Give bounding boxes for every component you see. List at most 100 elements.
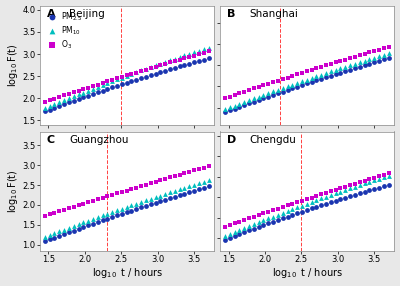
Point [124, 74, 130, 78]
Point [56, 100, 62, 105]
Point [270, 219, 276, 224]
Point [167, 60, 173, 65]
Point [100, 83, 106, 87]
Point [308, 80, 315, 84]
Point [323, 201, 329, 206]
Point [61, 232, 67, 236]
Point [342, 184, 348, 189]
Point [386, 56, 392, 60]
Point [222, 110, 228, 114]
Point [167, 190, 173, 195]
Point [256, 225, 262, 229]
Point [386, 45, 392, 49]
Point [176, 193, 183, 197]
Point [318, 192, 324, 197]
Point [356, 53, 363, 57]
Point [270, 89, 276, 94]
Point [318, 72, 324, 77]
Point [124, 73, 130, 78]
Point [133, 70, 140, 75]
Point [246, 88, 252, 92]
Point [356, 191, 363, 196]
Point [342, 57, 348, 62]
Point [157, 178, 164, 183]
Point [119, 190, 125, 194]
Point [46, 237, 53, 242]
Point [66, 92, 72, 96]
Point [42, 106, 48, 111]
Point [143, 204, 149, 208]
Point [133, 185, 140, 190]
Point [356, 183, 363, 187]
Text: A: A [47, 9, 55, 19]
Point [332, 60, 339, 65]
Point [251, 222, 257, 227]
Point [304, 77, 310, 82]
Point [299, 198, 305, 203]
Point [289, 82, 296, 87]
Point [119, 206, 125, 211]
Point [148, 65, 154, 69]
Point [205, 49, 212, 54]
Point [196, 187, 202, 191]
Point [172, 188, 178, 193]
Point [241, 90, 248, 94]
Text: D: D [227, 135, 236, 145]
Point [265, 210, 272, 214]
Point [366, 57, 372, 61]
Point [284, 75, 291, 80]
Point [80, 225, 86, 229]
Point [80, 95, 86, 100]
Point [376, 47, 382, 52]
Point [323, 63, 329, 68]
Point [275, 218, 281, 222]
Point [323, 71, 329, 75]
Point [381, 52, 387, 57]
X-axis label: $\log_{10}$ t / hours: $\log_{10}$ t / hours [272, 267, 343, 281]
Point [124, 188, 130, 193]
Point [381, 173, 387, 177]
Point [376, 59, 382, 63]
Point [299, 203, 305, 208]
Point [275, 87, 281, 92]
Point [260, 93, 267, 97]
Point [114, 213, 120, 218]
Point [104, 87, 111, 91]
Point [299, 83, 305, 87]
Point [337, 59, 344, 63]
Point [386, 51, 392, 55]
Point [90, 92, 96, 96]
Point [356, 64, 363, 69]
Point [114, 191, 120, 196]
Point [157, 63, 164, 67]
Point [347, 183, 353, 188]
Point [143, 182, 149, 187]
Point [186, 61, 192, 66]
Point [196, 48, 202, 53]
Point [251, 86, 257, 91]
Point [332, 188, 339, 192]
Point [66, 225, 72, 230]
Point [157, 61, 164, 66]
Point [294, 200, 300, 204]
Point [75, 203, 82, 208]
Point [90, 217, 96, 221]
Point [167, 67, 173, 72]
Point [352, 182, 358, 186]
Point [176, 55, 183, 59]
Point [222, 225, 228, 229]
Point [80, 87, 86, 92]
Point [66, 96, 72, 101]
Point [337, 189, 344, 194]
Point [128, 208, 135, 213]
Point [128, 79, 135, 84]
Point [167, 58, 173, 63]
Point [70, 204, 77, 209]
Point [376, 185, 382, 190]
Point [75, 97, 82, 101]
Point [66, 230, 72, 235]
Point [270, 214, 276, 219]
Point [308, 76, 315, 80]
Point [90, 198, 96, 203]
Point [70, 228, 77, 233]
